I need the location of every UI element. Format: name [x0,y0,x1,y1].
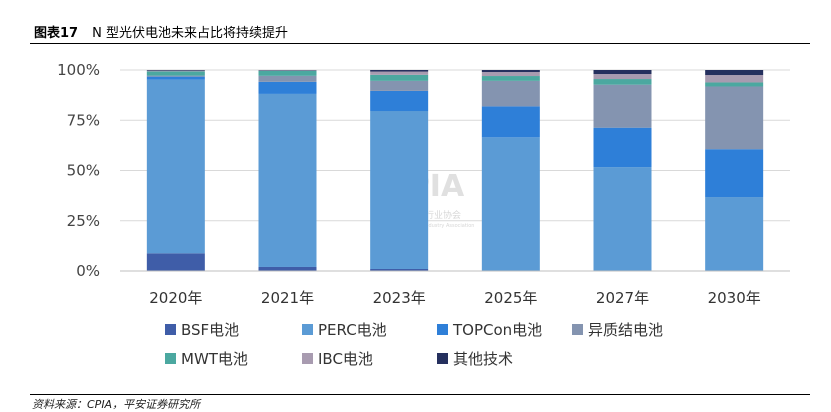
source-note: 资料来源：CPIA，平安证券研究所 [32,398,201,411]
x-tick-label: 2021年 [261,289,314,307]
legend-label: TOPCon电池 [452,321,542,339]
figure-title-text: N 型光伏电池未来占比将持续提升 [92,26,288,41]
y-tick-label: 50% [67,162,100,180]
bar-segment [370,70,429,72]
bar-segment [705,149,764,198]
bar-segment [370,268,429,271]
bar-segment [481,137,540,271]
bar-segment [146,71,205,76]
y-tick-label: 75% [67,111,100,129]
bar-segment [146,79,205,254]
legend-swatch [437,353,448,364]
header-rule [30,43,810,44]
y-tick-label: 25% [67,212,100,230]
figure-title: 图表17 N 型光伏电池未来占比将持续提升 [34,22,288,41]
legend-swatch [302,324,313,335]
legend-swatch [165,324,176,335]
bar-segment [593,79,652,85]
bar-segment [481,106,540,138]
bar-segment [258,266,317,271]
legend-swatch [302,353,313,364]
bar-segment [258,93,317,267]
x-tick-label: 2025年 [484,289,537,307]
x-tick-label: 2020年 [149,289,202,307]
legend-label: 异质结电池 [588,321,663,339]
bar-segment [370,80,429,91]
legend-label: PERC电池 [318,321,387,339]
x-tick-label: 2030年 [708,289,761,307]
bar-segment [258,81,317,94]
bar-segment [370,74,429,81]
bar-segment [370,111,429,269]
legend-label: BSF电池 [181,321,239,339]
legend-swatch [572,324,583,335]
bar-segment [258,75,317,82]
bar-segment [593,167,652,271]
bar-segment [593,127,652,168]
bar-segment [258,70,317,76]
bar-segment [146,70,205,71]
x-tick-label: 2027年 [596,289,649,307]
stacked-bar-chart: 0%25%50%75%100%CPIA中国光伏行业协会China Photovo… [57,61,790,368]
bar-segment [593,74,652,80]
bar-segment [705,86,764,150]
y-tick-label: 0% [76,262,100,280]
figure-number: 图表17 [34,26,79,41]
bar-segment [146,75,205,77]
x-tick-label: 2023年 [373,289,426,307]
bar-segment [705,197,764,271]
bar-segment [146,70,205,72]
legend-swatch [165,353,176,364]
figure-header: 图表17 N 型光伏电池未来占比将持续提升 [30,18,810,42]
legend-label: MWT电池 [181,350,248,368]
y-tick-label: 100% [57,61,100,79]
footer-rule [30,394,810,395]
bar-segment [705,82,764,87]
bar-segment [593,84,652,128]
bar-segment [705,70,764,76]
bar-segment [705,75,764,83]
bar-segment [370,90,429,112]
legend-label: 其他技术 [453,350,513,368]
legend-label: IBC电池 [318,350,373,368]
bar-segment [481,80,540,107]
bar-segment [146,76,205,80]
bar-segment [481,72,540,77]
bar-segment [146,253,205,271]
bar-segment [481,70,540,73]
legend-swatch [437,324,448,335]
bar-segment [593,70,652,75]
bar-segment [370,71,429,75]
bar-segment [481,76,540,81]
